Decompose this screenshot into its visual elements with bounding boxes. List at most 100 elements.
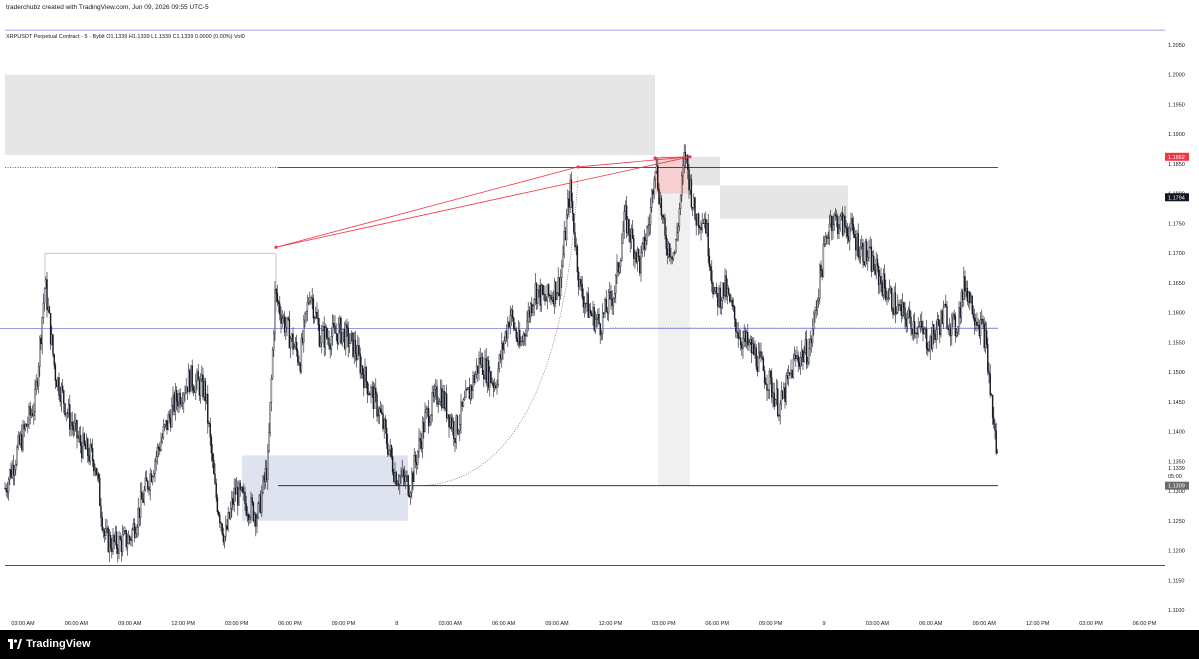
candle [877,263,880,295]
candle-body [53,354,55,366]
candle [61,379,64,394]
candle [567,189,569,220]
candle [952,311,954,327]
candle-body [756,366,759,372]
candle-body [598,313,600,324]
candle-body [226,525,228,530]
candle [153,469,155,478]
chart-canvas[interactable]: 1.20501.20001.19501.19001.18501.18001.17… [0,18,1199,630]
candle [808,338,810,366]
candle-body [547,284,550,296]
candle-body [489,371,491,388]
candle-body [307,302,310,304]
candle [459,414,461,442]
candle-body [888,289,891,299]
candle-body [840,212,843,217]
candle-body [339,317,341,325]
candle-body [586,293,588,304]
candle [607,288,610,322]
candle-body [627,219,629,233]
candle-body [70,421,72,430]
candle [412,470,414,491]
candle-body [414,455,417,463]
candle-body [529,303,532,318]
candle-body [675,239,677,253]
candle-body [595,317,598,320]
zone-small-gray [690,156,720,186]
candle-body [719,287,721,308]
price-tick-label: 1.1900 [1168,132,1185,138]
candle-body [519,329,521,346]
candle [31,405,34,417]
candle-body [306,302,309,312]
candle [112,528,114,555]
candle-body [457,430,460,434]
candle-body [100,505,102,518]
candle [133,518,136,543]
candle-body [459,423,461,432]
candle-body [653,179,655,195]
time-axis[interactable]: 03:00 AM 06:00 AM 09:00 AM 12:00 PM 03:00 PM… [0,616,1165,630]
candle-body [256,517,258,527]
candle-body [469,385,472,400]
candle [382,405,384,432]
candle [775,378,778,406]
candle [743,324,745,347]
candle-body [587,293,589,318]
candle [832,215,834,240]
candle [874,264,876,276]
price-label-text: 1.1339 [1168,466,1185,472]
tradingview-logo[interactable]: TradingView [8,638,91,650]
candle-body [72,425,75,431]
time-tick-label: 12:00 PM [599,621,623,627]
candle [477,365,479,383]
price-tick-label: 1.1300 [1168,489,1185,495]
candle [101,511,103,533]
candle [209,417,211,446]
candle [167,411,169,431]
candle-body [159,448,161,451]
candle-body [826,236,828,239]
candle [827,231,829,245]
candle-body [760,351,762,358]
candle [438,398,441,405]
candle [809,330,811,357]
candle-body [142,499,144,503]
candle-body [203,381,205,398]
candle-body [665,235,667,249]
candle-body [601,312,604,334]
candle-body [640,252,642,274]
candle [556,291,558,301]
price-axis[interactable]: 1.20501.20001.19501.19001.18501.18001.17… [1165,18,1199,630]
candle [359,347,361,379]
candle [322,321,324,331]
candle-body [966,288,969,302]
candle [71,411,73,436]
candle-body [964,276,966,292]
candle [589,302,592,317]
candle [841,206,844,238]
candle [610,284,612,310]
candle-body [504,331,507,341]
candle-body [118,536,120,554]
candle-body [695,218,697,226]
candle [557,267,559,297]
candle [487,355,490,391]
candle [174,382,177,421]
candle-body [777,388,779,416]
candle [214,463,216,485]
candle [880,267,882,292]
candle-body [84,443,87,450]
candle-body [385,427,388,444]
candle-body [919,321,922,327]
candle [24,422,27,432]
legend-symbol: XRPUSDT Perpetual Contract · 5 · Bybit O… [6,34,245,40]
candle [5,483,7,497]
candle-body [411,472,413,494]
candle-body [983,323,985,348]
candle [348,333,351,354]
candle-body [66,412,69,414]
candle-body [517,329,520,343]
candle [565,208,568,247]
candle [856,229,858,257]
